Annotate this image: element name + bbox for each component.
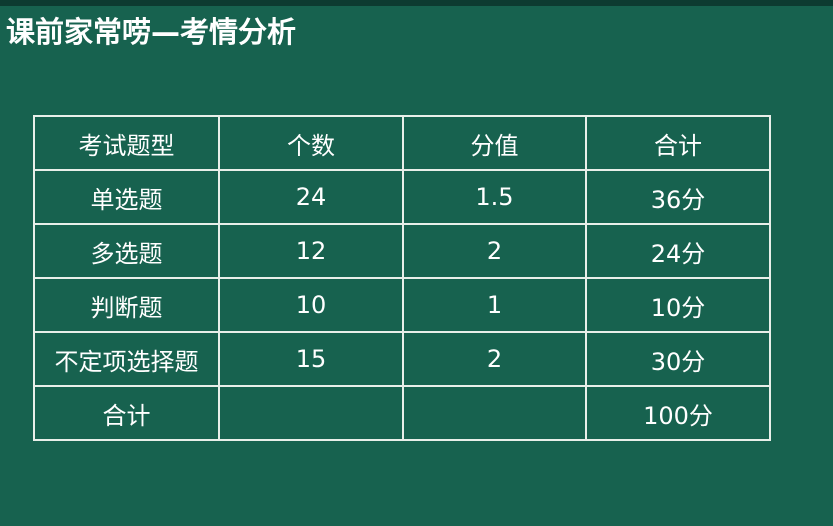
exam-analysis-table: 考试题型 个数 分值 合计 单选题 24 1.5 36分 多选题 12 2 24分 判断题 10 1 10分不… — [33, 115, 771, 441]
table-cell — [402, 385, 587, 441]
table-cell: 不定项选择题 — [33, 331, 220, 387]
table-cell: 24 — [218, 169, 404, 225]
table-cell: 36分 — [585, 169, 771, 225]
table-cell: 单选题 — [33, 169, 220, 225]
column-header: 考试题型 — [33, 115, 220, 171]
table-cell: 10 — [218, 277, 404, 333]
column-header: 分值 — [402, 115, 587, 171]
table-row: 合计 100分 — [33, 385, 771, 441]
table-cell: 15 — [218, 331, 404, 387]
table-row: 判断题 10 1 10分 — [33, 277, 771, 333]
table-cell: 10分 — [585, 277, 771, 333]
table-row: 多选题 12 2 24分 — [33, 223, 771, 279]
column-header: 个数 — [218, 115, 404, 171]
table-cell: 多选题 — [33, 223, 220, 279]
top-bar — [0, 0, 833, 6]
column-header: 合计 — [585, 115, 771, 171]
header-row: 考试题型 个数 分值 合计 — [33, 115, 771, 171]
table-cell: 判断题 — [33, 277, 220, 333]
table-row: 不定项选择题 15 2 30分 — [33, 331, 771, 387]
table-cell: 24分 — [585, 223, 771, 279]
table-cell: 12 — [218, 223, 404, 279]
table-cell: 2 — [402, 223, 587, 279]
table-cell: 1 — [402, 277, 587, 333]
table-cell — [218, 385, 404, 441]
table-cell: 合计 — [33, 385, 220, 441]
table-cell: 100分 — [585, 385, 771, 441]
table-row: 单选题 24 1.5 36分 — [33, 169, 771, 225]
table-cell: 2 — [402, 331, 587, 387]
slide-title: 课前家常唠—考情分析 — [6, 15, 297, 49]
table-cell: 30分 — [585, 331, 771, 387]
table-cell: 1.5 — [402, 169, 587, 225]
